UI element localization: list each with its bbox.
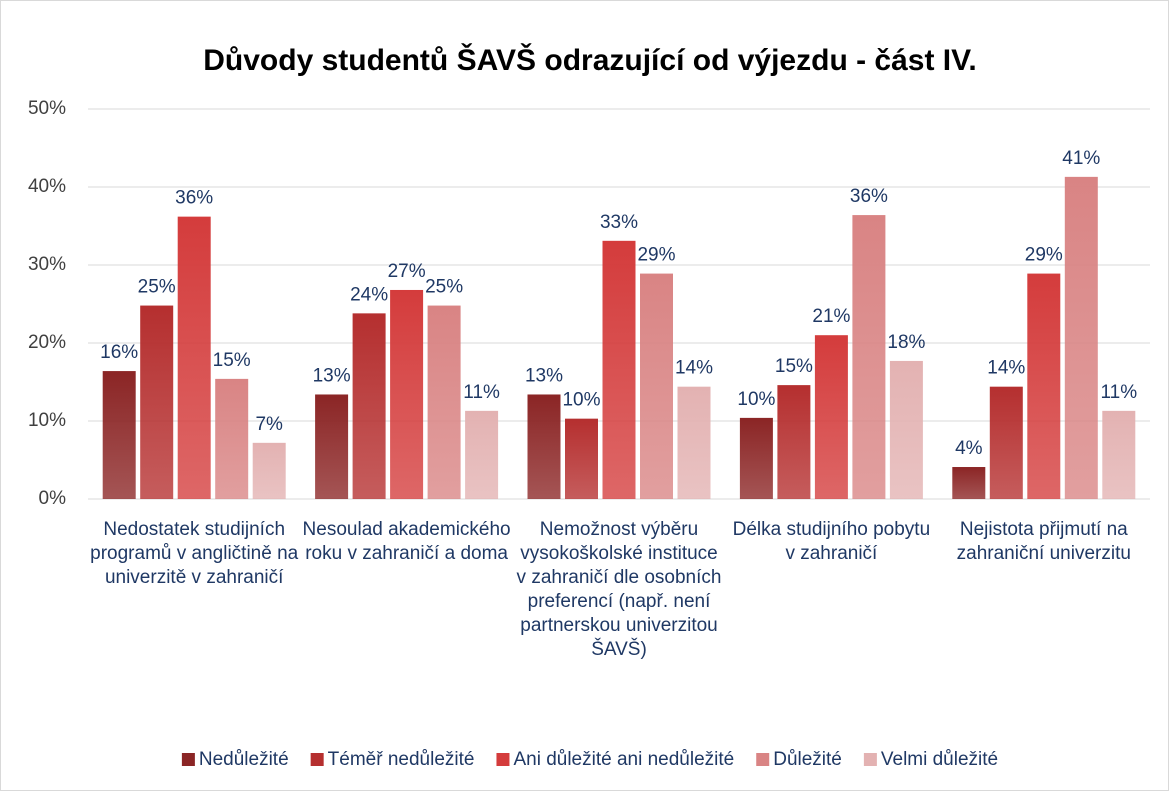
data-label: 29% [1025,245,1063,266]
data-label: 18% [887,332,925,353]
bar [102,371,136,499]
x-tick-label: Nesoulad akademického roku v zahraničí a … [303,519,511,564]
data-label: 11% [463,382,500,403]
bar [777,385,811,499]
bar [1064,176,1098,500]
legend-label: Nedůležité [199,749,289,770]
legend-swatch [756,753,770,766]
legend-label: Důležité [773,749,842,770]
bar [1102,410,1136,499]
bar [390,289,424,499]
bar [814,335,848,499]
data-label: 13% [313,365,351,386]
bar [889,360,923,499]
legend-label: Ani důležité ani nedůležité [513,749,734,770]
data-label: 15% [213,350,251,371]
data-label: 16% [100,342,138,363]
y-tick-label: 40% [28,176,66,197]
legend-swatch [496,753,510,766]
legend-label: Téměř nedůležité [328,749,475,770]
data-label: 14% [675,358,713,379]
bar [527,394,561,499]
legend-swatch [863,753,877,766]
y-tick-label: 0% [39,488,67,509]
x-tick-label: Nejistota přijmutí na zahraniční univerzi… [957,519,1131,564]
bar [739,417,773,499]
bar [952,467,986,499]
y-tick-label: 50% [28,98,66,119]
bar [677,386,711,499]
data-label: 36% [175,188,213,209]
bar [315,394,349,499]
bar [602,240,636,499]
bar [427,305,461,499]
data-label: 7% [255,414,283,435]
data-label: 33% [600,212,638,233]
bar [177,216,211,499]
data-label: 29% [637,245,675,266]
data-label: 24% [350,284,388,305]
bar [215,378,249,499]
bar [465,410,499,499]
bar [989,386,1023,499]
data-label: 4% [955,438,983,459]
bar [565,418,598,499]
legend-label: Velmi důležité [881,749,998,770]
data-label: 14% [987,358,1025,379]
legend-swatch [181,753,195,766]
x-tick-label: Délka studijního pobytu v zahraničí [733,519,931,564]
data-label: 27% [388,261,426,282]
y-tick-label: 10% [28,410,66,431]
x-tick-label: Nedostatek studijních programů v angličti… [90,519,298,588]
data-label: 21% [812,306,850,327]
bar [640,273,673,499]
y-tick-label: 20% [28,332,66,353]
bar [252,442,286,499]
chart-title: Důvody studentů ŠAVŠ odrazující od výjez… [203,43,976,77]
data-label: 11% [1100,382,1137,403]
data-label: 25% [138,277,176,298]
bar [1027,273,1061,499]
data-label: 36% [850,186,888,207]
bar [140,305,174,499]
bar [352,313,386,499]
data-label: 10% [562,390,600,411]
y-tick-label: 30% [28,254,66,275]
bar [852,215,886,499]
data-label: 41% [1062,148,1100,169]
x-tick-label: Nemožnost výběru vysokoškolské instituce v… [517,519,722,660]
data-label: 10% [737,389,775,410]
legend-swatch [310,753,324,766]
data-label: 25% [425,277,463,298]
data-label: 15% [775,356,813,377]
data-label: 13% [525,365,563,386]
